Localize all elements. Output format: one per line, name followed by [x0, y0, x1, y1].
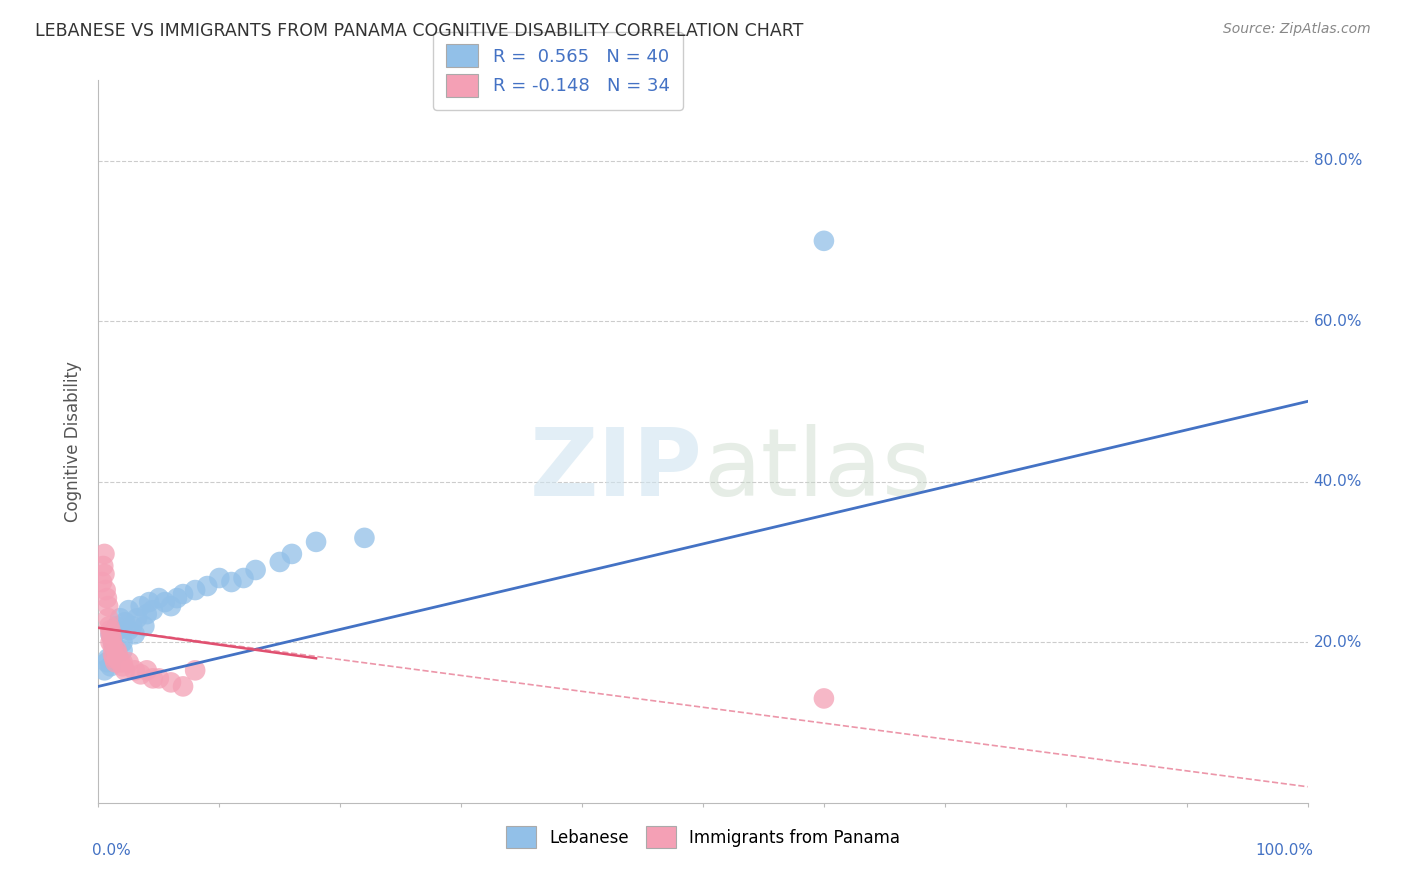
Point	[101, 639, 124, 653]
Point	[96, 655, 118, 669]
Point	[184, 583, 207, 598]
Point	[124, 664, 146, 678]
Point	[813, 691, 835, 706]
Point	[97, 651, 120, 665]
Point	[107, 648, 129, 662]
Point	[160, 675, 183, 690]
Point	[97, 599, 120, 614]
Point	[108, 611, 131, 625]
Text: 0.0%: 0.0%	[93, 843, 131, 857]
Point	[100, 659, 122, 673]
Point	[281, 547, 304, 561]
Point	[142, 671, 165, 685]
Point	[135, 664, 157, 678]
Text: 20.0%: 20.0%	[1313, 635, 1362, 649]
Point	[114, 615, 136, 630]
Point	[108, 655, 131, 669]
Text: Source: ZipAtlas.com: Source: ZipAtlas.com	[1223, 22, 1371, 37]
Point	[94, 583, 117, 598]
Point	[221, 574, 243, 589]
Point	[118, 603, 141, 617]
Point	[93, 547, 115, 561]
Point	[103, 651, 125, 665]
Point	[813, 234, 835, 248]
Point	[104, 655, 127, 669]
Point	[148, 671, 170, 685]
Text: atlas: atlas	[703, 425, 931, 516]
Point	[232, 571, 254, 585]
Point	[245, 563, 267, 577]
Text: LEBANESE VS IMMIGRANTS FROM PANAMA COGNITIVE DISABILITY CORRELATION CHART: LEBANESE VS IMMIGRANTS FROM PANAMA COGNI…	[35, 22, 803, 40]
Point	[121, 619, 143, 633]
Point	[153, 595, 176, 609]
Point	[148, 591, 170, 605]
Point	[142, 603, 165, 617]
Point	[269, 555, 291, 569]
Point	[160, 599, 183, 614]
Point	[111, 643, 134, 657]
Point	[138, 595, 160, 609]
Point	[129, 599, 152, 614]
Point	[111, 635, 134, 649]
Text: 60.0%: 60.0%	[1313, 314, 1362, 328]
Text: 80.0%: 80.0%	[1313, 153, 1362, 168]
Text: ZIP: ZIP	[530, 425, 703, 516]
Point	[93, 664, 115, 678]
Point	[353, 531, 375, 545]
Point	[114, 664, 136, 678]
Point	[100, 627, 122, 641]
Point	[107, 623, 129, 637]
Point	[96, 591, 118, 605]
Point	[98, 619, 121, 633]
Point	[195, 579, 218, 593]
Point	[305, 534, 328, 549]
Point	[111, 655, 134, 669]
Point	[100, 635, 122, 649]
Point	[172, 680, 194, 694]
Point	[93, 567, 115, 582]
Point	[105, 643, 128, 657]
Point	[105, 619, 128, 633]
Point	[127, 611, 149, 625]
Point	[100, 627, 122, 641]
Point	[91, 558, 114, 574]
Point	[101, 635, 124, 649]
Point	[166, 591, 188, 605]
Point	[97, 611, 120, 625]
Point	[100, 623, 122, 637]
Point	[105, 651, 128, 665]
Text: 100.0%: 100.0%	[1256, 843, 1313, 857]
Point	[135, 607, 157, 621]
Point	[91, 574, 114, 589]
Point	[118, 623, 141, 637]
Point	[103, 639, 125, 653]
Y-axis label: Cognitive Disability: Cognitive Disability	[65, 361, 83, 522]
Point	[134, 619, 156, 633]
Point	[111, 659, 134, 673]
Point	[100, 632, 122, 646]
Point	[184, 664, 207, 678]
Point	[124, 627, 146, 641]
Point	[129, 667, 152, 681]
Legend: Lebanese, Immigrants from Panama: Lebanese, Immigrants from Panama	[495, 814, 911, 860]
Point	[118, 655, 141, 669]
Point	[101, 648, 124, 662]
Point	[172, 587, 194, 601]
Point	[104, 648, 127, 662]
Point	[208, 571, 231, 585]
Text: 40.0%: 40.0%	[1313, 475, 1362, 489]
